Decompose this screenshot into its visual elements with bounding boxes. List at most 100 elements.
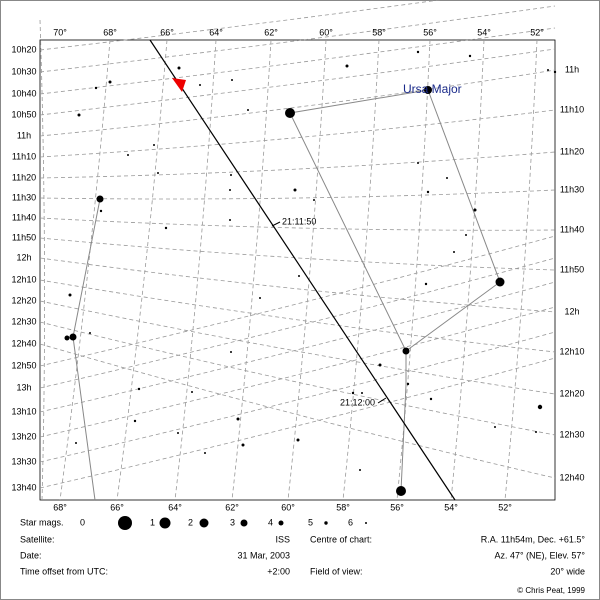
grid-line: [39, 235, 556, 367]
info-value: R.A. 11h54m, Dec. +61.5°: [481, 534, 586, 544]
left-axis-label: 12h10: [11, 274, 36, 284]
star: [416, 50, 420, 54]
left-axis-label: 11h50: [12, 232, 36, 242]
star: [426, 190, 430, 194]
time-tick: [271, 221, 281, 227]
left-axis-label: 13h20: [11, 431, 36, 441]
left-axis-label: 10h20: [11, 44, 36, 54]
legend-star: [118, 516, 132, 530]
star: [177, 66, 181, 70]
star: [64, 335, 70, 341]
grid-line: [116, 39, 168, 501]
legend-star: [324, 521, 328, 525]
right-axis-label: 11h10: [560, 104, 584, 114]
star: [359, 469, 361, 471]
star: [345, 64, 349, 68]
grid-line: [39, 281, 556, 413]
grid-line: [39, 27, 556, 95]
right-axis-label: 12h20: [559, 388, 584, 398]
left-axis-label: 12h50: [11, 360, 36, 370]
star: [177, 432, 179, 434]
star: [313, 199, 315, 201]
bottom-axis-label: 64°: [168, 502, 182, 512]
constellation-label: Ursa Major: [403, 82, 462, 96]
top-axis-label: 62°: [264, 27, 278, 37]
grid-line: [39, 151, 556, 179]
star: [396, 486, 406, 496]
direction-arrow: [172, 78, 186, 92]
star: [99, 209, 103, 213]
left-axis-label: 10h50: [11, 109, 36, 119]
grid-line: [39, 331, 556, 463]
star: [69, 333, 77, 341]
star: [96, 195, 104, 203]
left-axis-label: 10h40: [11, 88, 36, 98]
info-value: Az. 47° (NE), Elev. 57°: [494, 550, 585, 560]
left-axis-label: 11h20: [12, 172, 36, 182]
right-axis-label: 11h40: [560, 224, 584, 234]
left-axis-label: 12h: [16, 252, 31, 262]
legend-mag: 1: [150, 517, 155, 527]
grid-line: [39, 217, 556, 231]
star: [137, 387, 141, 391]
star: [495, 277, 505, 287]
top-axis-label: 60°: [319, 27, 333, 37]
star: [247, 109, 249, 111]
top-axis-label: 52°: [530, 27, 544, 37]
grid-line: [39, 5, 556, 73]
left-axis-label: 10h30: [11, 66, 36, 76]
info-value: +2:00: [267, 566, 290, 576]
star: [537, 404, 543, 410]
bottom-axis-label: 58°: [336, 502, 350, 512]
legend-mag: 3: [230, 517, 235, 527]
star: [465, 234, 467, 236]
legend-mag: 5: [308, 517, 313, 527]
star: [199, 84, 201, 86]
left-axis-label: 11h30: [12, 192, 36, 202]
bottom-axis-label: 60°: [281, 502, 295, 512]
grid-line: [39, 257, 556, 389]
right-axis-label: 11h50: [560, 264, 584, 274]
star: [429, 397, 433, 401]
grid-line: [39, 279, 556, 353]
star: [473, 208, 477, 212]
star: [157, 172, 159, 174]
grid-line: [39, 237, 556, 271]
legend-mag: 0: [80, 517, 85, 527]
star: [553, 70, 557, 74]
left-axis-label: 12h40: [11, 338, 36, 348]
grid-line: [39, 69, 556, 137]
star: [298, 275, 300, 277]
star: [494, 426, 496, 428]
time-label: 21:11:50: [282, 216, 316, 226]
star: [127, 154, 129, 156]
legend-mag: 2: [188, 517, 193, 527]
star: [204, 452, 206, 454]
star: [285, 108, 295, 118]
top-axis-label: 64°: [209, 27, 223, 37]
right-axis-label: 12h30: [559, 429, 584, 439]
grid-line: [39, 321, 556, 436]
info: Satellite: ISS Date: 31 Mar, 2003 Time offse…: [20, 534, 585, 576]
right-axis-label: 11h: [565, 64, 579, 74]
stars: [64, 50, 557, 496]
star: [361, 392, 363, 394]
legend-star: [199, 518, 209, 528]
grid-line: [39, 257, 556, 313]
info-label: Centre of chart:: [310, 534, 372, 544]
left-axis-label: 11h10: [12, 151, 36, 161]
star: [259, 297, 261, 299]
top-axis-label: 56°: [423, 27, 437, 37]
star: [378, 363, 382, 367]
star: [402, 347, 410, 355]
star: [535, 431, 537, 433]
legend-title: Star mags.: [20, 517, 64, 527]
left-axis-label: 12h20: [11, 295, 36, 305]
star: [68, 293, 72, 297]
legend-star: [240, 519, 248, 527]
left-axis-label: 13h: [16, 382, 31, 392]
bottom-axis-label: 52°: [498, 502, 512, 512]
star: [236, 417, 240, 421]
star: [229, 219, 231, 221]
